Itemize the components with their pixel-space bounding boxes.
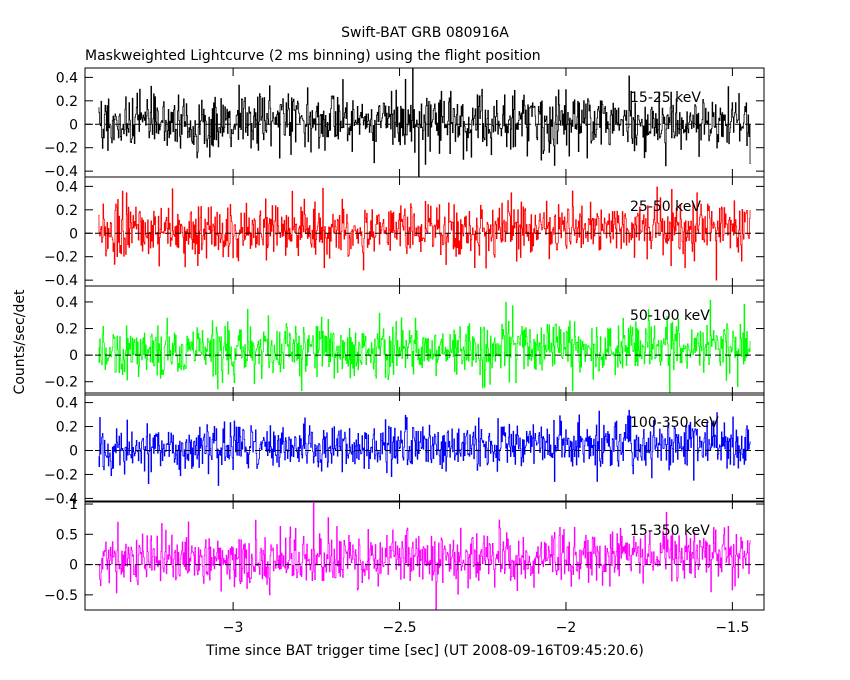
panel-frame <box>84 500 765 611</box>
y-tick-label: 0.2 <box>56 322 78 338</box>
panel-band-label: 15-25 keV <box>630 90 701 106</box>
panel-4: −0.4 −0.2 0 0.2 0.4 100-350 keV <box>44 392 765 507</box>
y-tick-label: 0 <box>69 117 78 133</box>
panel-1: −0.4 −0.2 0 0.2 0.4 15-25 keV <box>44 67 765 180</box>
y-tick-label: −0.4 <box>44 273 78 289</box>
x-tick-label: −3 <box>223 620 244 636</box>
y-tick-label: −0.4 <box>44 164 78 180</box>
panel-frame <box>84 392 765 503</box>
y-tick-label: 0.2 <box>56 94 78 110</box>
panel-band-label: 50-100 keV <box>630 308 710 324</box>
y-tick-label: −0.4 <box>44 491 78 507</box>
chart-subtitle: Maskweighted Lightcurve (2 ms binning) u… <box>85 48 541 64</box>
chart-title: Swift-BAT GRB 080916A <box>341 25 509 41</box>
y-tick-label: 1 <box>69 497 78 513</box>
y-tick-label: 0.4 <box>56 70 78 86</box>
panel-band-label: 25-50 keV <box>630 199 701 215</box>
panels-group: −0.4 −0.2 0 0.2 0.4 15-25 keV −0.4 −0.2 0 0.2 0.4 2… <box>44 67 765 611</box>
series-line-1 <box>98 68 751 177</box>
panel-2: −0.4 −0.2 0 0.2 0.4 25-50 keV <box>44 176 765 289</box>
y-tick-label: 0 <box>69 443 78 459</box>
y-tick-label: −0.2 <box>44 375 78 391</box>
y-tick-label: −0.2 <box>44 467 78 483</box>
panel-frame <box>84 285 765 396</box>
y-tick-label: 0.4 <box>56 396 78 412</box>
panel-5: −0.5 0 0.5 1 15-350 keV <box>44 497 765 611</box>
y-tick-label: 0 <box>69 226 78 242</box>
x-axis: −3 −2.5 −2 −1.5 <box>223 620 750 636</box>
x-tick-label: −2.5 <box>383 620 417 636</box>
y-tick-label: 0.4 <box>56 295 78 311</box>
y-tick-label: −0.5 <box>44 588 78 604</box>
y-tick-label: 0 <box>69 558 78 574</box>
y-tick-label: 0.2 <box>56 203 78 219</box>
series-line-2 <box>98 186 751 281</box>
y-tick-label: −0.2 <box>44 141 78 157</box>
series-line-3 <box>98 299 751 394</box>
panel-3: −0.2 0 0.2 0.4 50-100 keV <box>44 285 765 396</box>
y-tick-label: 0 <box>69 348 78 364</box>
x-tick-label: −2 <box>556 620 577 636</box>
y-axis-label: Counts/sec/det <box>12 289 28 394</box>
y-tick-label: 0.2 <box>56 420 78 436</box>
x-axis-label: Time since BAT trigger time [sec] (UT 20… <box>205 643 644 659</box>
y-tick-label: −0.2 <box>44 250 78 266</box>
x-tick-label: −1.5 <box>715 620 749 636</box>
y-tick-label: 0.5 <box>56 527 78 543</box>
series-line-4 <box>98 409 751 486</box>
panel-band-label: 100-350 keV <box>630 415 719 431</box>
panel-band-label: 15-350 keV <box>630 523 710 539</box>
y-tick-label: 0.4 <box>56 179 78 195</box>
series-line-5 <box>98 501 751 610</box>
